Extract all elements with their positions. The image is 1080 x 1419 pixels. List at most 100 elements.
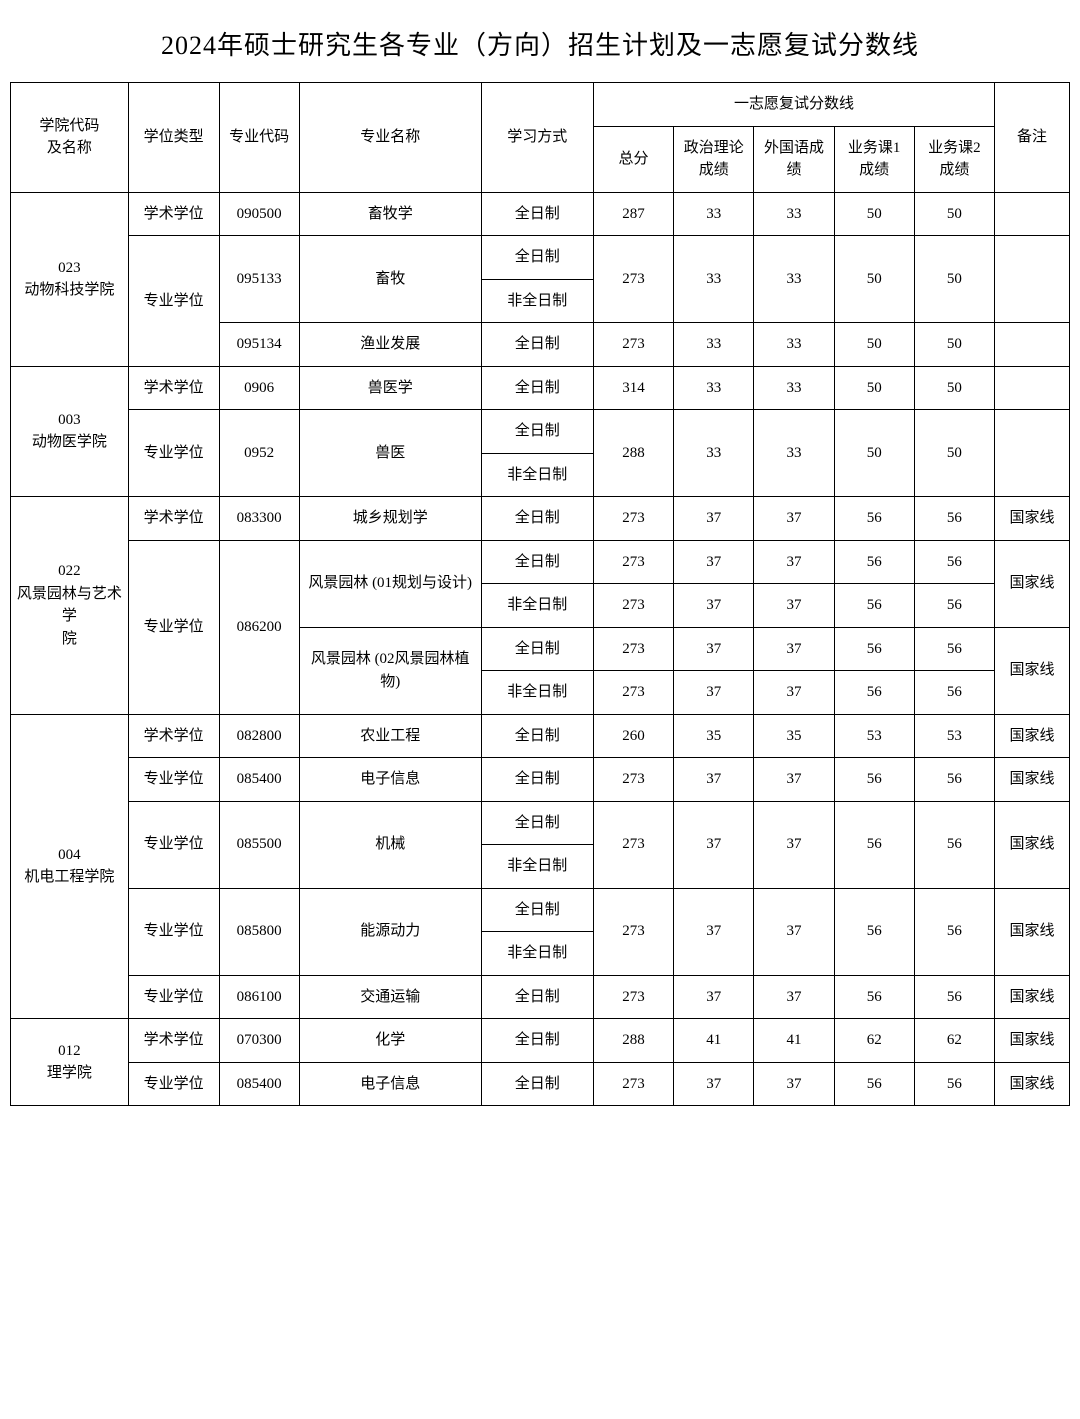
cell-mode: 全日制 (481, 975, 593, 1019)
th-remark: 备注 (995, 83, 1070, 193)
cell-degree: 专业学位 (128, 888, 219, 975)
cell-foreign: 33 (754, 236, 834, 323)
header-row-1: 学院代码及名称 学位类型 专业代码 专业名称 学习方式 一志愿复试分数线 备注 (11, 83, 1070, 127)
table-row: 专业学位085400电子信息全日制27337375656国家线 (11, 758, 1070, 802)
cell-politics: 33 (674, 410, 754, 497)
cell-politics: 37 (674, 758, 754, 802)
cell-school: 004机电工程学院 (11, 714, 129, 1019)
cell-mode: 非全日制 (481, 671, 593, 715)
cell-foreign: 37 (754, 671, 834, 715)
cell-school: 012理学院 (11, 1019, 129, 1106)
cell-sub2: 56 (914, 627, 994, 671)
cell-code: 085400 (219, 758, 299, 802)
cell-politics: 33 (674, 236, 754, 323)
cell-sub2: 50 (914, 366, 994, 410)
cell-code: 085800 (219, 888, 299, 975)
table-row: 专业学位085500机械全日制27337375656国家线 (11, 801, 1070, 845)
cell-sub2: 56 (914, 758, 994, 802)
table-row: 专业学位086200风景园林 (01规划与设计)全日制27337375656国家… (11, 540, 1070, 584)
th-school: 学院代码及名称 (11, 83, 129, 193)
cell-foreign: 37 (754, 801, 834, 888)
cell-politics: 41 (674, 1019, 754, 1063)
th-politics: 政治理论成绩 (674, 126, 754, 192)
cell-mode: 全日制 (481, 540, 593, 584)
cell-total: 273 (593, 627, 673, 671)
table-row: 专业学位085400电子信息全日制27337375656国家线 (11, 1062, 1070, 1106)
cell-total: 273 (593, 323, 673, 367)
cell-code: 0906 (219, 366, 299, 410)
cell-politics: 37 (674, 888, 754, 975)
cell-mode: 全日制 (481, 1019, 593, 1063)
table-row: 023动物科技学院学术学位090500畜牧学全日制28733335050 (11, 192, 1070, 236)
cell-sub1: 56 (834, 627, 914, 671)
cell-sub1: 50 (834, 236, 914, 323)
cell-total: 273 (593, 497, 673, 541)
cell-politics: 37 (674, 975, 754, 1019)
cell-sub1: 56 (834, 584, 914, 628)
cell-sub2: 56 (914, 801, 994, 888)
cell-major: 机械 (299, 801, 481, 888)
cell-mode: 非全日制 (481, 453, 593, 497)
cell-sub2: 56 (914, 540, 994, 584)
cell-mode: 全日制 (481, 236, 593, 280)
cell-politics: 37 (674, 801, 754, 888)
cell-total: 273 (593, 801, 673, 888)
cell-sub2: 50 (914, 236, 994, 323)
cell-school: 003动物医学院 (11, 366, 129, 497)
cell-major: 畜牧学 (299, 192, 481, 236)
cell-remark: 国家线 (995, 888, 1070, 975)
th-score-group: 一志愿复试分数线 (593, 83, 994, 127)
cell-sub1: 56 (834, 758, 914, 802)
cell-total: 273 (593, 236, 673, 323)
cell-total: 273 (593, 888, 673, 975)
cell-major: 城乡规划学 (299, 497, 481, 541)
cell-remark: 国家线 (995, 975, 1070, 1019)
cell-politics: 37 (674, 584, 754, 628)
cell-code: 083300 (219, 497, 299, 541)
cell-politics: 37 (674, 671, 754, 715)
cell-code: 0952 (219, 410, 299, 497)
cell-mode: 全日制 (481, 627, 593, 671)
th-mode: 学习方式 (481, 83, 593, 193)
cell-total: 273 (593, 758, 673, 802)
table-row: 专业学位095133畜牧全日制27333335050 (11, 236, 1070, 280)
cell-sub1: 50 (834, 323, 914, 367)
cell-sub1: 56 (834, 801, 914, 888)
th-sub2: 业务课2成绩 (914, 126, 994, 192)
cell-foreign: 33 (754, 366, 834, 410)
cell-remark (995, 192, 1070, 236)
cell-sub1: 53 (834, 714, 914, 758)
cell-mode: 全日制 (481, 1062, 593, 1106)
cell-remark: 国家线 (995, 1062, 1070, 1106)
cell-code: 086200 (219, 540, 299, 714)
cell-degree: 专业学位 (128, 801, 219, 888)
cell-remark (995, 366, 1070, 410)
cell-code: 090500 (219, 192, 299, 236)
cell-mode: 全日制 (481, 888, 593, 932)
cell-sub1: 62 (834, 1019, 914, 1063)
cell-degree: 学术学位 (128, 1019, 219, 1063)
cell-foreign: 37 (754, 584, 834, 628)
cell-sub2: 56 (914, 975, 994, 1019)
cell-total: 273 (593, 584, 673, 628)
cell-code: 082800 (219, 714, 299, 758)
cell-total: 314 (593, 366, 673, 410)
cell-major: 风景园林 (02风景园林植物) (299, 627, 481, 714)
cell-sub2: 56 (914, 888, 994, 975)
cell-total: 273 (593, 975, 673, 1019)
cell-sub1: 56 (834, 497, 914, 541)
cell-remark: 国家线 (995, 714, 1070, 758)
cell-remark: 国家线 (995, 540, 1070, 627)
cell-remark (995, 323, 1070, 367)
th-foreign: 外国语成绩 (754, 126, 834, 192)
cell-remark: 国家线 (995, 801, 1070, 888)
cell-remark: 国家线 (995, 758, 1070, 802)
cell-sub2: 56 (914, 1062, 994, 1106)
cell-foreign: 37 (754, 627, 834, 671)
cell-mode: 非全日制 (481, 584, 593, 628)
cell-sub1: 56 (834, 888, 914, 975)
cell-mode: 全日制 (481, 366, 593, 410)
cell-code: 095134 (219, 323, 299, 367)
table-row: 022风景园林与艺术学院学术学位083300城乡规划学全日制2733737565… (11, 497, 1070, 541)
cell-politics: 33 (674, 366, 754, 410)
